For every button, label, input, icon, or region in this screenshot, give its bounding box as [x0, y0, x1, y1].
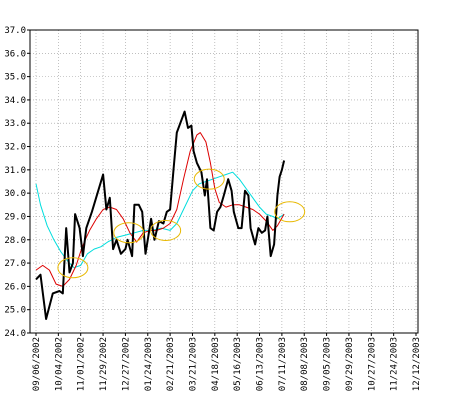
x-tick-label: 01/24/2003	[144, 337, 154, 391]
x-tick-label: 11/01/2002	[77, 337, 87, 391]
series-line-short-ma	[35, 132, 285, 287]
x-tick-label: 12/12/2003	[412, 337, 422, 391]
series-lines	[35, 110, 286, 320]
y-tick-label: 35.0	[4, 73, 26, 83]
y-tick-label: 27.0	[4, 259, 26, 269]
grid	[30, 29, 418, 334]
y-tick-label: 36.0	[4, 49, 26, 59]
x-tick-label: 08/08/2003	[300, 337, 310, 391]
x-tick-label: 02/21/2003	[166, 337, 176, 391]
highlight-ellipse	[57, 257, 89, 279]
y-tick-label: 34.0	[4, 96, 26, 106]
series-line-long-ma	[35, 171, 285, 269]
y-tick-label: 26.0	[4, 282, 26, 292]
highlight-ellipse	[113, 222, 145, 244]
highlight-ellipse	[150, 219, 182, 241]
x-axis-ticks: 09/06/2002 10/04/2002 11/01/2002 11/29/2002…	[32, 333, 422, 391]
highlight-ellipses	[57, 168, 306, 279]
y-tick-label: 30.0	[4, 189, 26, 199]
y-tick-label: 29.0	[4, 212, 26, 222]
y-tick-label: 28.0	[4, 236, 26, 246]
x-tick-label: 12/27/2002	[121, 337, 131, 391]
x-tick-label: 04/18/2003	[211, 337, 221, 391]
y-axis-ticks: 24.0 25.0 26.0 27.0 28.0 29.0 30.0 31.0 32.0 33.0…	[4, 26, 30, 339]
y-tick-label: 37.0	[4, 26, 26, 36]
x-tick-label: 11/29/2002	[99, 337, 109, 391]
y-tick-label: 24.0	[4, 329, 26, 339]
y-tick-label: 31.0	[4, 166, 26, 176]
x-tick-label: 05/16/2003	[233, 337, 243, 391]
highlight-ellipse	[274, 201, 306, 223]
x-tick-label: 11/24/2003	[390, 337, 400, 391]
x-tick-label: 07/11/2003	[278, 337, 288, 391]
x-tick-label: 10/04/2002	[54, 337, 64, 391]
x-tick-label: 03/21/2003	[188, 337, 198, 391]
highlight-ellipse	[193, 168, 225, 190]
series-line-price	[35, 110, 286, 320]
x-tick-label: 06/13/2003	[256, 337, 266, 391]
y-tick-label: 33.0	[4, 119, 26, 129]
plot-frame	[29, 29, 419, 334]
x-tick-label: 09/05/2003	[323, 337, 333, 391]
y-tick-label: 32.0	[4, 143, 26, 153]
y-tick-label: 25.0	[4, 306, 26, 316]
x-tick-label: 09/29/2003	[345, 337, 355, 391]
x-tick-label: 09/06/2002	[32, 337, 42, 391]
x-tick-label: 10/27/2003	[367, 337, 377, 391]
